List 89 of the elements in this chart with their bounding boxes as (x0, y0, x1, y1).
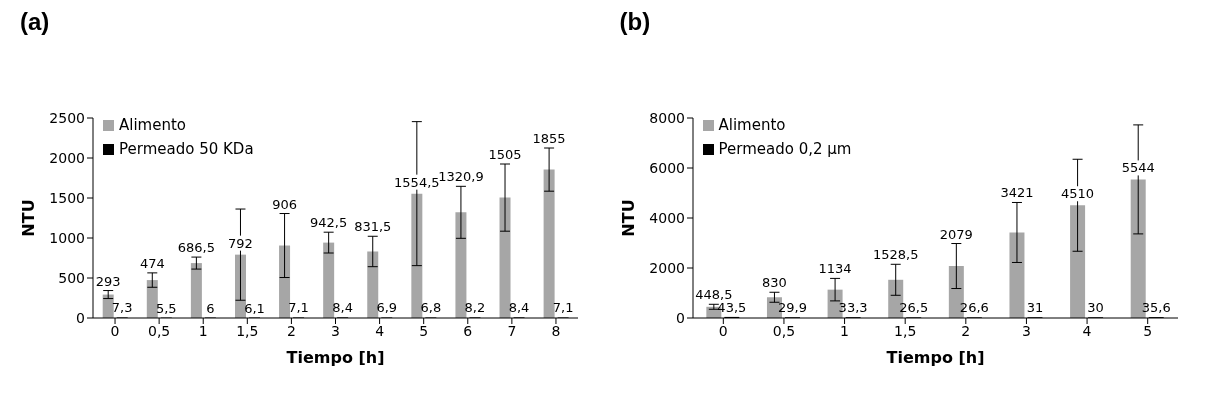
data-label: 1320,9 (438, 169, 484, 185)
data-label: 293 (95, 273, 121, 289)
x-tick-label: 0,5 (148, 322, 171, 339)
bar (323, 242, 335, 318)
x-tick-label: 1,5 (893, 322, 916, 339)
data-label: 1528,5 (872, 247, 918, 263)
data-label: 1505 (488, 147, 522, 162)
data-label: 7,1 (552, 300, 574, 316)
data-label: 6,1 (244, 300, 265, 316)
data-label: 5,5 (155, 300, 177, 316)
data-label: 792 (228, 235, 253, 251)
x-tick-label: 1 (839, 322, 849, 339)
data-label: 830 (761, 275, 787, 291)
x-tick-label: 5 (419, 322, 429, 339)
data-label: 30 (1086, 300, 1104, 316)
x-tick-label: 1,5 (236, 322, 259, 339)
bar (411, 193, 423, 318)
data-label: 7,1 (288, 300, 309, 316)
data-label: 29,9 (777, 300, 807, 316)
data-label: 8,4 (332, 300, 353, 316)
data-label: 942,5 (310, 215, 348, 231)
y-tick-label: 1500 (49, 189, 85, 206)
y-tick-label: 8000 (648, 109, 685, 126)
data-label: 8,2 (464, 300, 486, 316)
y-axis-title: NTU (18, 199, 38, 237)
bar (190, 263, 202, 318)
x-tick-label: 3 (1021, 322, 1031, 339)
bar (455, 212, 467, 318)
y-tick-label: 2000 (49, 149, 85, 166)
data-label: 31 (1026, 300, 1043, 316)
data-label: 2079 (939, 226, 973, 242)
data-label: 4510 (1060, 186, 1094, 202)
data-label: 686,5 (177, 240, 215, 256)
x-tick-label: 0,5 (772, 322, 795, 339)
y-tick-label: 1000 (49, 229, 85, 246)
x-tick-label: 8 (551, 322, 561, 339)
x-axis-title: Tiempo [h] (886, 348, 984, 367)
data-label: 831,5 (354, 219, 392, 235)
x-tick-label: 1 (198, 322, 208, 339)
y-tick-label: 4000 (648, 209, 685, 226)
y-axis-title: NTU (618, 199, 638, 237)
x-tick-label: 7 (507, 322, 517, 339)
data-label: 33,3 (838, 300, 868, 316)
legend-label: Alimento (718, 115, 786, 136)
x-tick-label: 4 (1082, 322, 1092, 339)
bar (279, 245, 291, 318)
x-tick-label: 2 (286, 322, 296, 339)
y-tick-label: 6000 (648, 159, 685, 176)
legend-label: Permeado 50 KDa (119, 139, 254, 160)
bar (1069, 205, 1085, 318)
data-label: 1554,5 (394, 174, 440, 190)
data-label: 1134 (818, 261, 852, 277)
bar (367, 251, 379, 318)
x-axis-title: Tiempo [h] (286, 348, 385, 367)
x-tick-label: 0 (718, 322, 728, 339)
data-label: 26,6 (959, 300, 989, 316)
x-tick-label: 0 (110, 322, 120, 339)
y-tick-label: 500 (58, 269, 85, 286)
bar (146, 280, 158, 318)
data-label: 8,4 (508, 300, 530, 316)
y-tick-label: 0 (675, 309, 685, 326)
data-label: 1855 (532, 131, 566, 146)
bar (499, 197, 511, 318)
x-tick-label: 5 (1142, 322, 1152, 339)
y-tick-label: 2000 (648, 259, 685, 276)
bar (102, 294, 114, 318)
bar (543, 169, 555, 318)
chart-title: (b) (619, 8, 651, 36)
data-label: 7,3 (111, 300, 133, 316)
legend-label: Permeado 0,2 µm (718, 139, 852, 160)
legend-label: Alimento (119, 115, 187, 136)
data-label: 6 (206, 300, 215, 316)
x-tick-label: 2 (960, 322, 970, 339)
data-label: 906 (272, 196, 297, 212)
data-label: 6,9 (376, 300, 398, 316)
y-tick-label: 2500 (49, 109, 85, 126)
chart-title: (a) (20, 8, 50, 36)
y-tick-label: 0 (76, 309, 85, 326)
bar (1008, 232, 1024, 318)
data-label: 35,6 (1141, 300, 1171, 316)
data-label: 3421 (999, 185, 1034, 201)
data-label: 5544 (1121, 160, 1155, 176)
data-label: 6,8 (420, 300, 442, 316)
bar (234, 254, 246, 318)
x-tick-label: 3 (331, 322, 340, 339)
data-label: 26,5 (898, 300, 928, 316)
x-tick-label: 6 (463, 322, 473, 339)
data-label: 474 (139, 255, 165, 271)
x-tick-label: 4 (375, 322, 385, 339)
